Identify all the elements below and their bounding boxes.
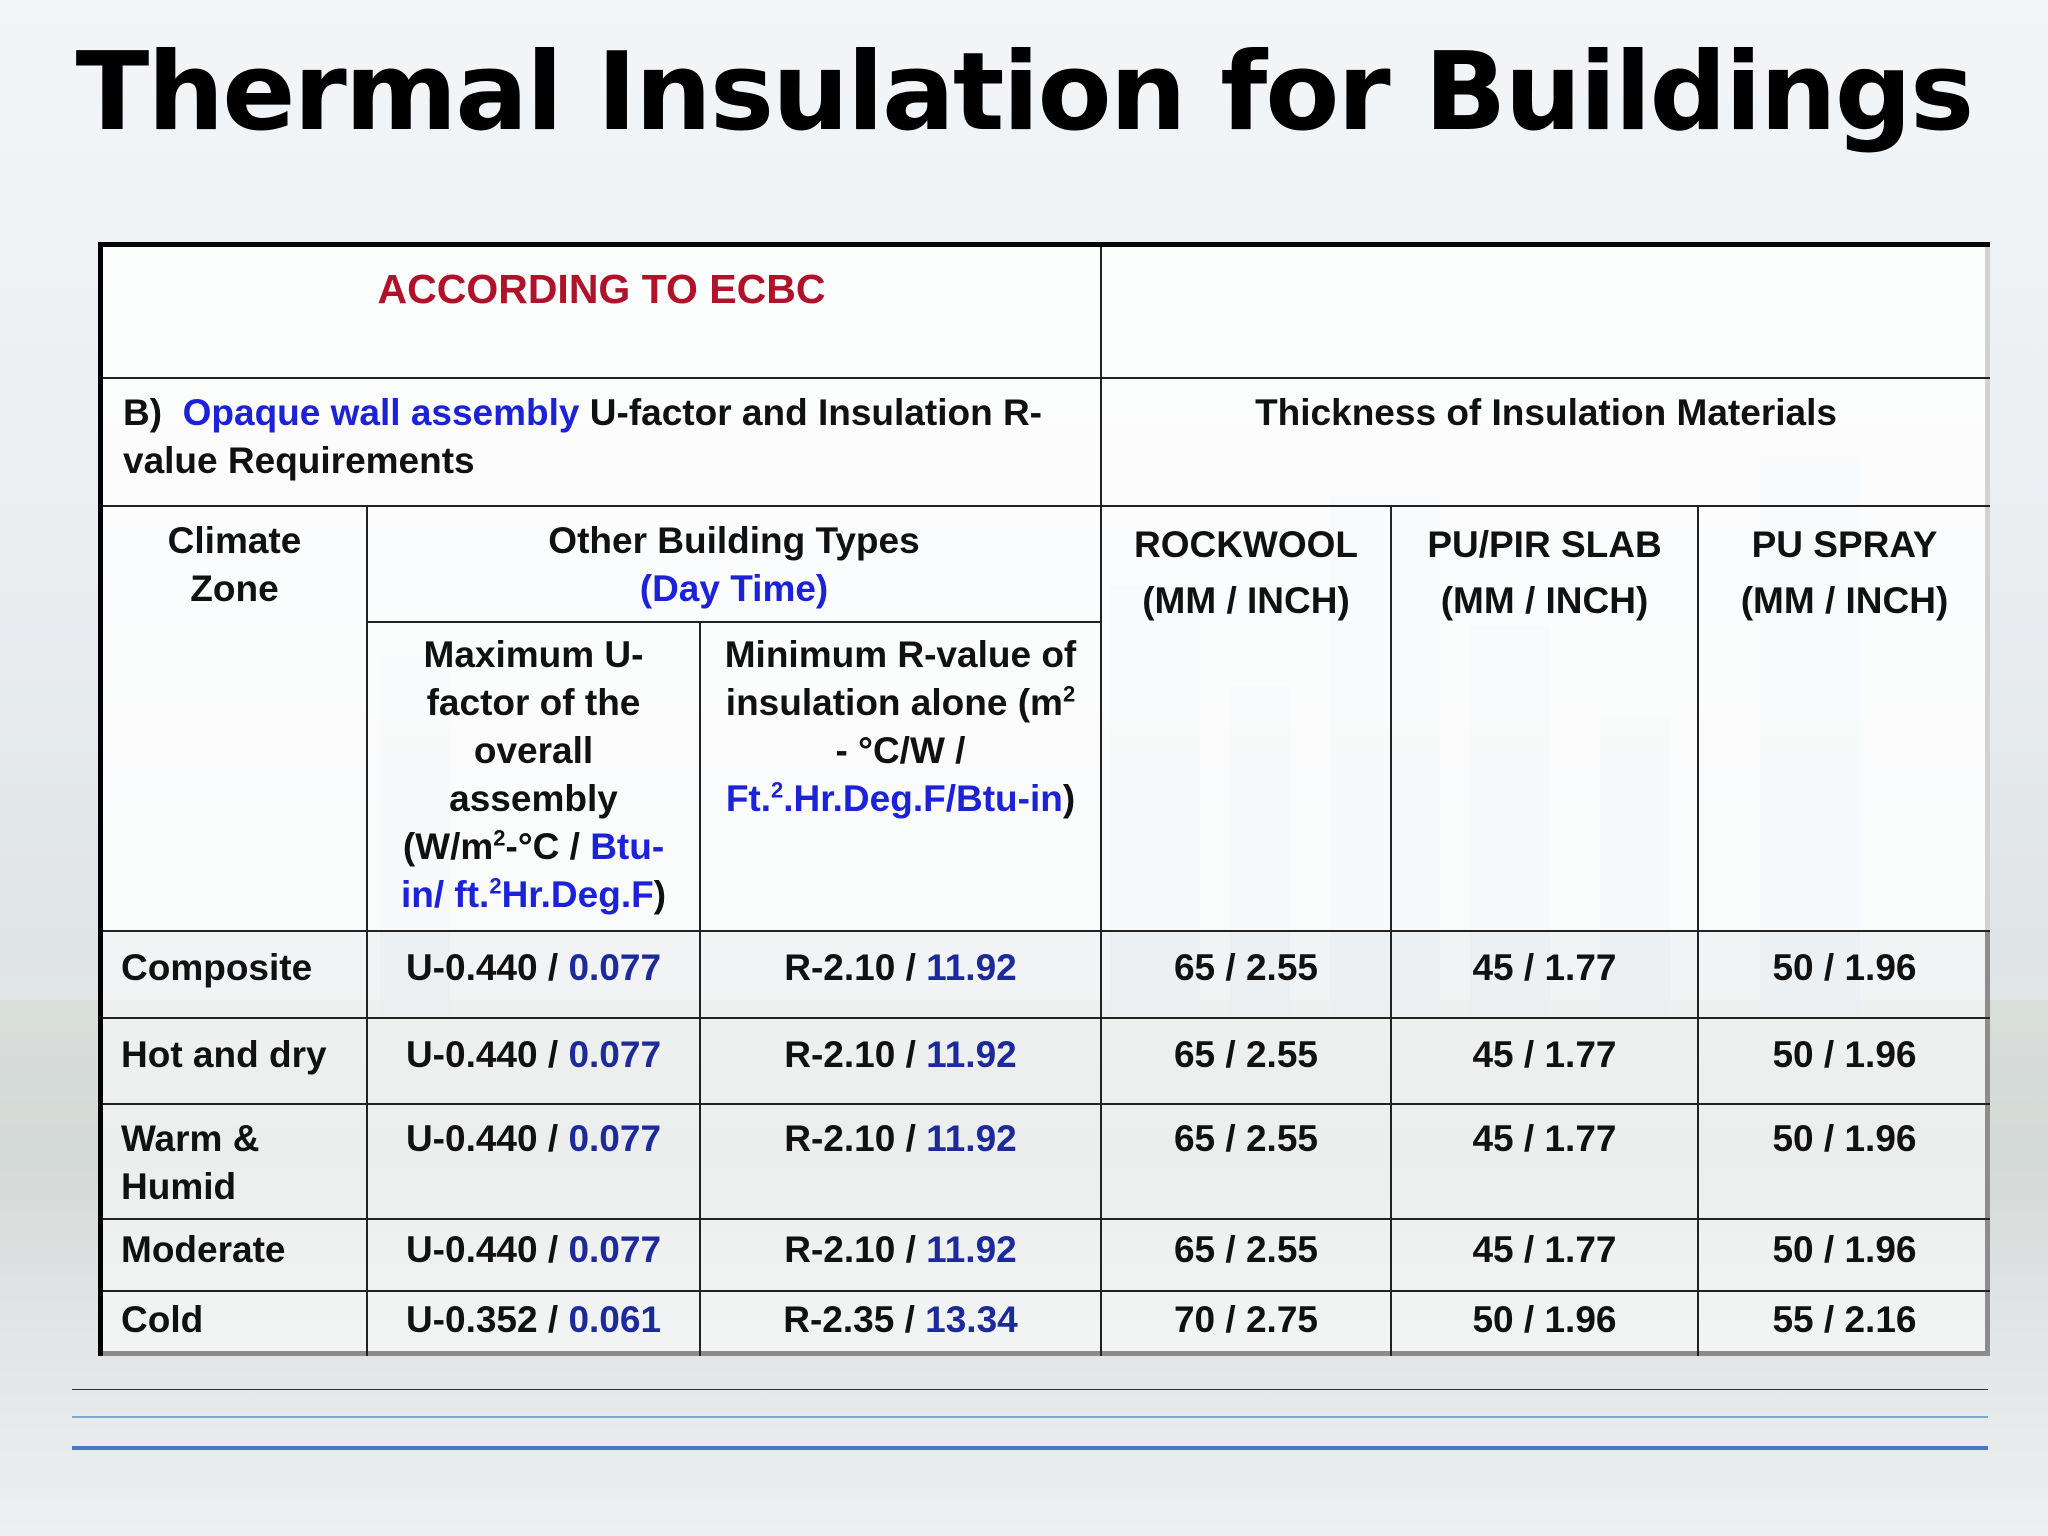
r-value-cell: R-2.10 / 11.92 <box>701 932 1102 1019</box>
pu-pir-value: 45 / 1.77 <box>1392 1105 1699 1220</box>
pu-pir-label: PU/PIR SLAB <box>1427 524 1662 565</box>
min-r-header: Minimum R-value of insulation alone (m2 … <box>701 623 1102 932</box>
climate-zone-label: Climate Zone <box>167 520 302 609</box>
section-title-cell: B) Opaque wall assembly U-factor and Ins… <box>103 379 1102 507</box>
r-value-ip: 11.92 <box>926 1034 1017 1075</box>
u-factor-cell: U-0.440 / 0.077 <box>368 1019 701 1105</box>
rockwool-value: 65 / 2.55 <box>1102 932 1392 1019</box>
table-row-zone: Cold <box>103 1292 368 1356</box>
footer-rule-dark <box>72 1389 1988 1390</box>
u-factor-ip: 0.077 <box>568 1034 662 1075</box>
footer-rule-light <box>72 1416 1988 1418</box>
other-types-header: Other Building Types (Day Time) <box>368 507 1102 623</box>
rockwool-label: ROCKWOOL <box>1133 524 1359 565</box>
u-factor-cell: U-0.440 / 0.077 <box>368 1105 701 1220</box>
r-value-cell: R-2.10 / 11.92 <box>701 1220 1102 1292</box>
max-u-unit: (W/m <box>402 826 494 867</box>
pu-spray-value: 50 / 1.96 <box>1699 932 1990 1019</box>
pu-pir-unit: (MM / INCH) <box>1440 580 1649 621</box>
min-r-unit-sup2: 2 <box>771 777 784 803</box>
day-time-label: (Day Time) <box>639 568 829 609</box>
pu-spray-header: PU SPRAY (MM / INCH) <box>1699 507 1990 932</box>
table-row-zone: Moderate <box>103 1220 368 1292</box>
max-u-unit-sup: 2 <box>493 825 506 851</box>
min-r-unit-mid: - °C/W / <box>835 730 966 771</box>
r-value-si: R-2.10 / <box>784 1229 927 1270</box>
u-factor-si: U-0.440 / <box>405 1229 569 1270</box>
pu-pir-header: PU/PIR SLAB (MM / INCH) <box>1392 507 1699 932</box>
pu-spray-value: 50 / 1.96 <box>1699 1105 1990 1220</box>
according-header-cell: ACCORDING TO ECBC <box>103 247 1102 379</box>
u-factor-ip: 0.061 <box>568 1299 662 1340</box>
rockwool-value: 65 / 2.55 <box>1102 1105 1392 1220</box>
table-row-zone: Hot and dry <box>103 1019 368 1105</box>
section-rest: U-factor and Insulation R- value Require… <box>123 392 1043 481</box>
rockwool-header: ROCKWOOL (MM / INCH) <box>1102 507 1392 932</box>
u-factor-cell: U-0.440 / 0.077 <box>368 1220 701 1292</box>
min-r-label: Minimum R-value of insulation alone <box>724 634 1077 723</box>
r-value-si: R-2.35 / <box>783 1299 926 1340</box>
page-title: Thermal Insulation for Buildings <box>75 30 1975 155</box>
pu-spray-label: PU SPRAY <box>1751 524 1938 565</box>
max-u-unit-close: ) <box>653 874 667 915</box>
u-factor-si: U-0.440 / <box>405 1118 569 1159</box>
r-value-ip: 11.92 <box>926 1229 1017 1270</box>
thickness-title: Thickness of Insulation Materials <box>1255 392 1837 433</box>
pu-spray-value: 50 / 1.96 <box>1699 1019 1990 1105</box>
max-u-unit-imperial: Btu-in/ ft. <box>400 826 665 915</box>
max-u-unit-mid: -°C / <box>505 826 591 867</box>
min-r-unit-close: ) <box>1062 778 1076 819</box>
u-factor-si: U-0.440 / <box>405 947 569 988</box>
climate-zone-header: Climate Zone <box>103 507 368 932</box>
rockwool-value: 65 / 2.55 <box>1102 1220 1392 1292</box>
r-value-si: R-2.10 / <box>784 1118 927 1159</box>
insulation-table: ACCORDING TO ECBC B) Opaque wall assembl… <box>98 242 1990 1356</box>
u-factor-ip: 0.077 <box>568 1229 662 1270</box>
min-r-unit: (m <box>1017 682 1063 723</box>
other-types-label: Other Building Types <box>548 520 920 561</box>
u-factor-ip: 0.077 <box>568 947 662 988</box>
max-u-header: Maximum U-factor of the overall assembly… <box>368 623 701 932</box>
r-value-cell: R-2.10 / 11.92 <box>701 1105 1102 1220</box>
r-value-cell: R-2.10 / 11.92 <box>701 1019 1102 1105</box>
r-value-ip: 11.92 <box>926 947 1017 988</box>
section-highlight: Opaque wall assembly <box>182 392 580 433</box>
r-value-si: R-2.10 / <box>784 1034 927 1075</box>
max-u-unit-sup2: 2 <box>489 873 502 899</box>
u-factor-cell: U-0.352 / 0.061 <box>368 1292 701 1356</box>
pu-pir-value: 50 / 1.96 <box>1392 1292 1699 1356</box>
u-factor-si: U-0.440 / <box>405 1034 569 1075</box>
pu-spray-value: 50 / 1.96 <box>1699 1220 1990 1292</box>
rockwool-value: 65 / 2.55 <box>1102 1019 1392 1105</box>
section-prefix: B) <box>123 392 163 433</box>
r-value-si: R-2.10 / <box>784 947 927 988</box>
min-r-unit-sup: 2 <box>1062 681 1076 707</box>
u-factor-cell: U-0.440 / 0.077 <box>368 932 701 1019</box>
r-value-cell: R-2.35 / 13.34 <box>701 1292 1102 1356</box>
r-value-ip: 11.92 <box>926 1118 1017 1159</box>
u-factor-si: U-0.352 / <box>405 1299 569 1340</box>
r-value-ip: 13.34 <box>925 1299 1018 1340</box>
pu-pir-value: 45 / 1.77 <box>1392 932 1699 1019</box>
blank-header-cell <box>1102 247 1990 379</box>
according-header: ACCORDING TO ECBC <box>377 266 826 312</box>
pu-spray-unit: (MM / INCH) <box>1740 580 1949 621</box>
pu-pir-value: 45 / 1.77 <box>1392 1019 1699 1105</box>
table-row-zone: Composite <box>103 932 368 1019</box>
pu-spray-value: 55 / 2.16 <box>1699 1292 1990 1356</box>
u-factor-ip: 0.077 <box>568 1118 662 1159</box>
rockwool-value: 70 / 2.75 <box>1102 1292 1392 1356</box>
table-row-zone: Warm & Humid <box>103 1105 368 1220</box>
footer-rule-blue <box>72 1446 1988 1450</box>
min-r-unit-imperial: Ft. <box>725 778 772 819</box>
rockwool-unit: (MM / INCH) <box>1142 580 1350 621</box>
max-u-label: Maximum U-factor of the overall assembly <box>423 634 644 819</box>
pu-pir-value: 45 / 1.77 <box>1392 1220 1699 1292</box>
min-r-unit-imperial2: .Hr.Deg.F/Btu-in <box>783 778 1063 819</box>
max-u-unit-imperial2: Hr.Deg.F <box>501 874 654 915</box>
thickness-title-cell: Thickness of Insulation Materials <box>1102 379 1990 507</box>
